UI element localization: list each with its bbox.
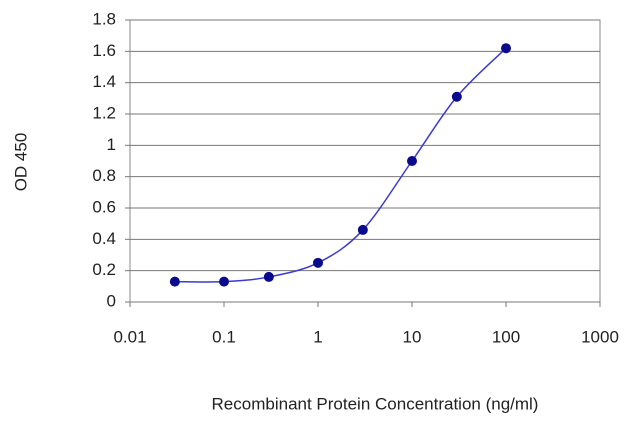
y-axis-label: OD 450 <box>11 133 30 192</box>
data-point <box>501 43 511 54</box>
x-tick-label: 1000 <box>581 327 619 346</box>
plot-area <box>129 19 601 303</box>
y-tick-label: 1 <box>107 135 116 154</box>
data-point <box>451 91 462 102</box>
y-tick-label: 1.4 <box>92 72 116 91</box>
data-point <box>313 257 323 268</box>
x-tick-label: 10 <box>403 327 422 346</box>
data-line <box>174 47 507 283</box>
data-point <box>219 276 229 287</box>
y-tick-label: 1.2 <box>92 103 116 122</box>
x-tick-label: 0.01 <box>113 327 146 346</box>
data-point <box>169 276 180 287</box>
x-tick-label: 100 <box>492 327 520 346</box>
y-tick-label: 0.4 <box>92 229 116 248</box>
data-point <box>407 156 417 166</box>
y-tick-label: 0 <box>107 291 116 310</box>
y-tick-label: 1.6 <box>92 41 116 60</box>
x-tick-label: 0.1 <box>212 327 236 346</box>
data-point <box>357 224 368 235</box>
y-tick-label: 0.6 <box>92 197 116 216</box>
y-tick-label: 0.8 <box>92 166 116 185</box>
x-tick-label: 1 <box>313 327 322 346</box>
x-axis-label: Recombinant Protein Concentration (ng/ml… <box>212 394 539 413</box>
y-tick-label: 1.8 <box>92 9 116 28</box>
data-point <box>263 271 274 282</box>
y-tick-label: 0.2 <box>92 260 116 279</box>
